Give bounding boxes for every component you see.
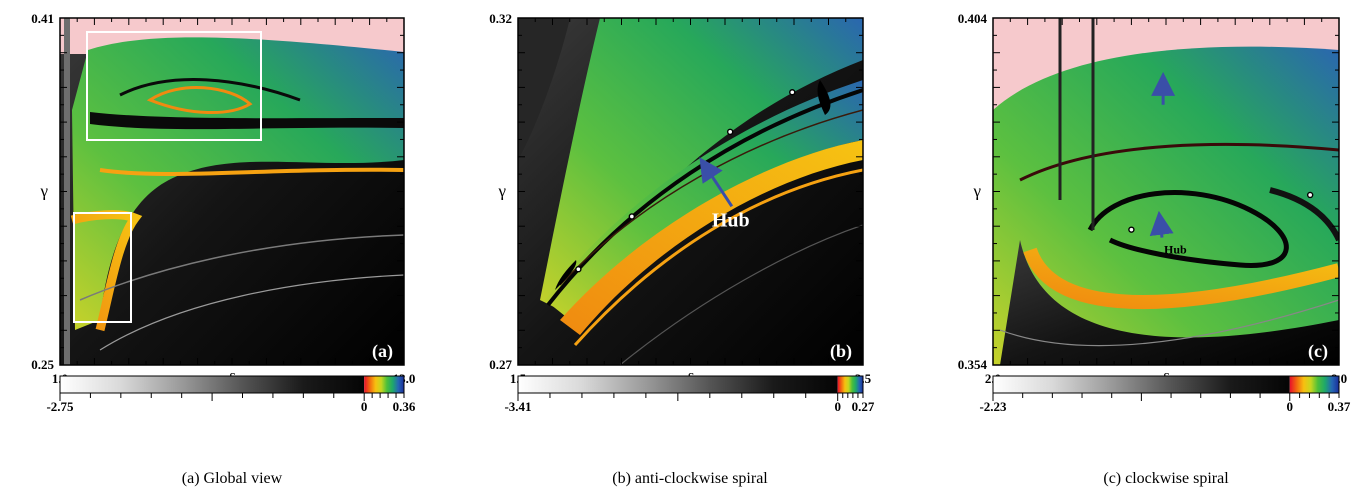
colorbar-zero-label: 0	[1287, 399, 1294, 414]
y-axis-label: γ	[497, 182, 506, 201]
y-tick-label-max: 0.404	[958, 11, 988, 26]
colorbar-max-label: 0.36	[393, 399, 416, 414]
colorbar-frame	[992, 375, 1340, 394]
hub-point	[630, 214, 634, 219]
panel-tag-c: (c)	[1308, 341, 1328, 362]
colorbar-min-label: -2.75	[46, 399, 74, 414]
colorbar-negative	[60, 376, 365, 393]
hub-point	[1129, 227, 1134, 232]
colorbar-max-label: 0.37	[1328, 399, 1351, 414]
heatmap-image-a	[60, 18, 404, 365]
colorbar-min-label: -3.41	[504, 399, 531, 414]
colorbar-positive	[837, 376, 863, 393]
colorbar-min-label: -2.23	[979, 399, 1007, 414]
hub-point	[576, 267, 581, 272]
hub-point	[728, 130, 732, 134]
y-tick-label-min: 0.354	[958, 357, 988, 372]
y-axis-label: γ	[39, 182, 48, 201]
colorbar-positive	[1289, 376, 1339, 393]
colorbar-max-label: 0.27	[852, 399, 875, 414]
hub-point	[1308, 193, 1312, 197]
zoom-box-clockwise	[86, 31, 262, 141]
hub-points-b	[575, 89, 796, 273]
panel-clockwise-spiral: Hub (c)	[992, 17, 1340, 366]
heatmap-image-c	[993, 18, 1339, 365]
heatmap-image-b	[518, 18, 863, 365]
panel-tag-b: (b)	[830, 341, 852, 362]
colorbar-negative	[993, 376, 1290, 393]
colorbar-zero-label: 0	[834, 399, 841, 414]
hub-points-c	[1128, 191, 1314, 233]
panel-global-view: (a)	[59, 17, 405, 366]
panel-tag-a: (a)	[372, 341, 393, 362]
hub-label-b: Hub	[712, 209, 750, 231]
panel-caption: (b) anti-clockwise spiral	[612, 470, 768, 487]
colorbar-negative	[518, 376, 838, 393]
colorbar-positive	[364, 376, 404, 393]
panel-caption: (a) Global view	[182, 470, 283, 487]
colorbar-zero-label: 0	[361, 399, 368, 414]
y-tick-label-max: 0.41	[31, 11, 54, 26]
y-tick-label-max: 0.32	[489, 11, 512, 26]
hub-arrow-b	[699, 157, 734, 208]
y-tick-label-min: 0.25	[31, 357, 54, 372]
zoom-box-anticlockwise	[73, 212, 132, 323]
panel-anticlockwise-spiral: Hub (b)	[517, 17, 864, 366]
colorbar-frame	[517, 375, 864, 394]
y-axis-label: γ	[972, 182, 981, 201]
colorbar-frame	[59, 375, 405, 394]
panel-caption: (c) clockwise spiral	[1103, 470, 1229, 487]
hub-label-c: Hub	[1164, 243, 1187, 257]
y-tick-label-min: 0.27	[489, 357, 512, 372]
hub-point	[790, 90, 795, 95]
hub-arrow-c	[1149, 210, 1174, 238]
